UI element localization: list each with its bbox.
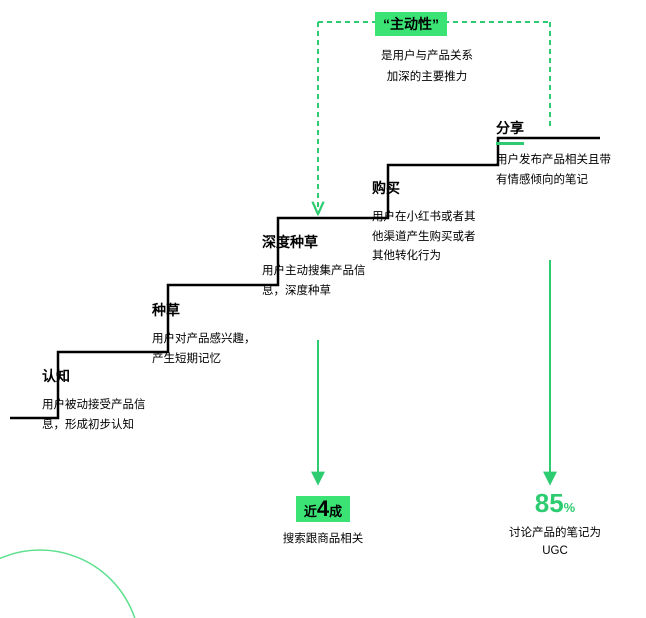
stat-1: 近4成搜索跟商品相关 — [268, 496, 378, 548]
step-1: 认知用户被动接受产品信息，形成初步认知 — [42, 366, 152, 435]
step-title: 认知 — [42, 366, 152, 390]
step-3: 深度种草用户主动搜集产品信息，深度种草 — [262, 232, 372, 301]
stat-label: 讨论产品的笔记为UGC — [500, 524, 610, 561]
stat-main: 近4成 — [296, 496, 350, 522]
proactivity-badge: “主动性” — [375, 12, 447, 36]
stat-main: 85% — [500, 490, 610, 516]
decor-arc — [0, 550, 140, 618]
stat-2: 85% 讨论产品的笔记为UGC — [500, 490, 610, 561]
step-title: 分享 — [496, 118, 524, 145]
step-desc: 用户发布产品相关且带有情感倾向的笔记 — [496, 151, 616, 190]
step-5: 分享用户发布产品相关且带有情感倾向的笔记 — [496, 118, 616, 190]
step-title: 种草 — [152, 300, 262, 324]
step-4: 购买用户在小红书或者其他渠道产生购买或者其他转化行为 — [372, 178, 482, 267]
stat-label: 搜索跟商品相关 — [268, 530, 378, 548]
step-desc: 用户对产品感兴趣，产生短期记忆 — [152, 330, 262, 369]
step-title: 深度种草 — [262, 232, 372, 256]
callout-line2: 加深的主要推力 — [352, 67, 502, 88]
step-title: 购买 — [372, 178, 482, 202]
callout-text: 是用户与产品关系 加深的主要推力 — [352, 46, 502, 87]
step-desc: 用户被动接受产品信息，形成初步认知 — [42, 396, 152, 435]
callout-line1: 是用户与产品关系 — [352, 46, 502, 67]
step-desc: 用户在小红书或者其他渠道产生购买或者其他转化行为 — [372, 208, 482, 267]
step-desc: 用户主动搜集产品信息，深度种草 — [262, 262, 372, 301]
step-2: 种草用户对产品感兴趣，产生短期记忆 — [152, 300, 262, 369]
